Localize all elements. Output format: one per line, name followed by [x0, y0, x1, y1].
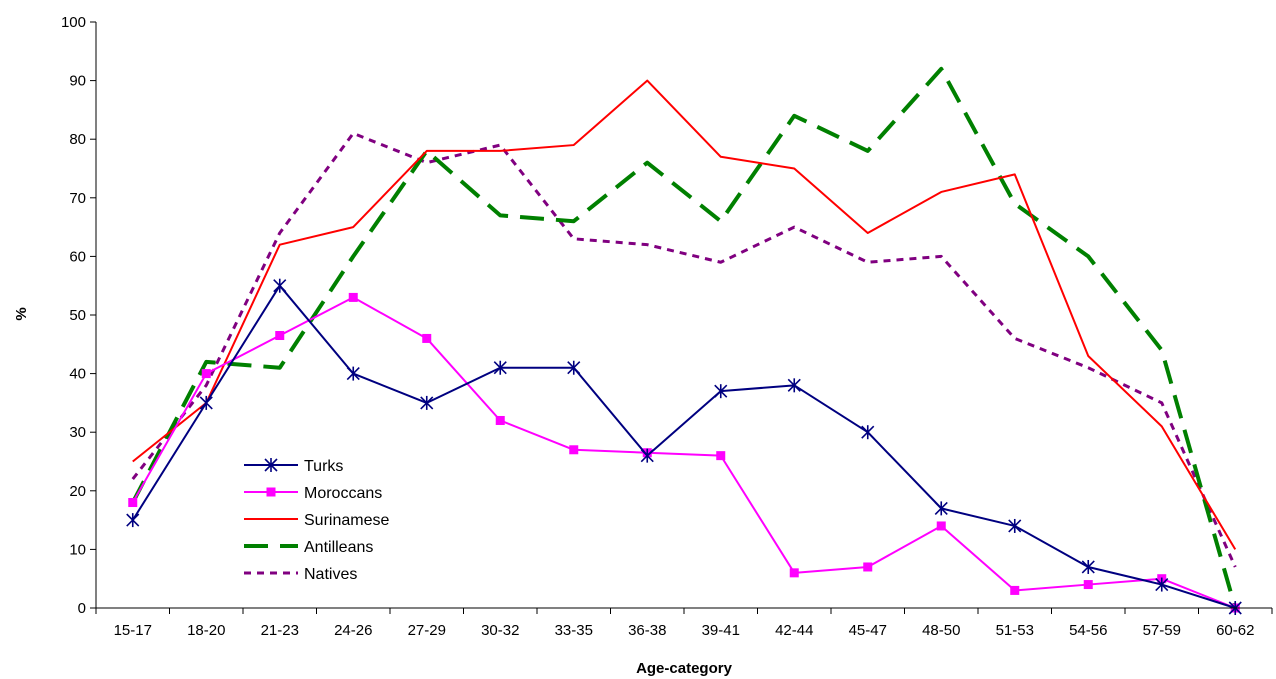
legend-label: Moroccans: [304, 485, 382, 502]
data-point-turks: [126, 513, 140, 528]
x-tick-label: 18-20: [187, 622, 225, 639]
x-tick-label: 54-56: [1069, 622, 1107, 639]
data-point-turks: [1155, 577, 1169, 592]
data-point-turks: [714, 384, 728, 399]
x-tick-label: 39-41: [702, 622, 740, 639]
x-tick-label: 51-53: [996, 622, 1034, 639]
data-point-turks: [273, 278, 287, 293]
data-point-moroccans: [422, 333, 432, 343]
x-tick-label: 45-47: [849, 622, 887, 639]
x-tick-label: 36-38: [628, 622, 666, 639]
legend-item-turks: Turks: [244, 458, 343, 475]
data-point-turks: [787, 378, 801, 393]
legend-item-surinamese: Surinamese: [244, 512, 389, 529]
legend-item-natives: Natives: [244, 566, 357, 583]
legend-item-moroccans: Moroccans: [244, 485, 382, 502]
y-tick-label: 10: [69, 541, 86, 558]
data-point-moroccans: [201, 369, 211, 379]
series-line-turks: [131, 284, 1236, 609]
y-tick-label: 20: [69, 483, 86, 500]
x-tick-label: 57-59: [1143, 622, 1181, 639]
legend-marker: [264, 458, 278, 472]
plot-area: [126, 66, 1242, 615]
data-point-turks: [420, 395, 434, 410]
x-tick-label: 60-62: [1216, 622, 1254, 639]
series-line-moroccans: [131, 296, 1236, 609]
x-tick-label: 33-35: [555, 622, 593, 639]
data-point-moroccans: [789, 568, 799, 578]
y-tick-label: 0: [78, 600, 86, 617]
x-tick-label: 21-23: [261, 622, 299, 639]
data-point-moroccans: [936, 521, 946, 531]
data-point-turks: [199, 395, 213, 410]
x-tick-label: 30-32: [481, 622, 519, 639]
data-point-turks: [934, 501, 948, 516]
legend-label: Surinamese: [304, 512, 389, 529]
data-point-moroccans: [128, 498, 138, 508]
data-point-turks: [1008, 518, 1022, 533]
x-tick-label: 27-29: [408, 622, 446, 639]
data-point-turks: [640, 448, 654, 463]
x-tick-label: 48-50: [922, 622, 960, 639]
data-point-moroccans: [1010, 585, 1020, 595]
x-axis-title: Age-category: [636, 660, 733, 677]
legend-marker: [266, 487, 276, 497]
series-line-surinamese: [132, 79, 1237, 550]
data-point-moroccans: [569, 445, 579, 455]
data-point-moroccans: [1083, 580, 1093, 590]
data-point-moroccans: [275, 331, 285, 341]
y-axis-title: %: [13, 307, 30, 320]
x-tick-label: 24-26: [334, 622, 372, 639]
data-point-turks: [493, 360, 507, 375]
series-antilleans: [130, 66, 1238, 609]
series-moroccans: [128, 292, 1240, 613]
x-axis-ticks: 15-17 18-20 21-23 24-26 27-29 30-32 33-35 36-38…: [95, 608, 1273, 639]
legend-label: Antilleans: [304, 539, 373, 556]
data-point-moroccans: [716, 451, 726, 461]
y-tick-label: 100: [61, 14, 86, 31]
series-line-natives: [131, 131, 1237, 568]
data-point-moroccans: [495, 415, 505, 425]
y-axis-ticks: 0 10 20 30 40 50 60 70 80 90 100: [61, 14, 96, 617]
y-tick-label: 40: [69, 366, 86, 383]
series-line-antilleans: [130, 66, 1238, 609]
data-point-turks: [346, 366, 360, 381]
legend-label: Turks: [304, 458, 343, 475]
series-layer: [126, 66, 1242, 615]
series-surinamese: [132, 79, 1237, 550]
data-point-turks: [567, 360, 581, 375]
y-tick-label: 50: [69, 307, 86, 324]
series-natives: [131, 131, 1237, 568]
data-point-turks: [1081, 559, 1095, 574]
data-point-moroccans: [348, 292, 358, 302]
legend-item-antilleans: Antilleans: [244, 539, 373, 556]
y-tick-label: 30: [69, 424, 86, 441]
legend-label: Natives: [304, 566, 357, 583]
y-tick-label: 90: [69, 73, 86, 90]
data-point-moroccans: [863, 562, 873, 572]
y-tick-label: 80: [69, 131, 86, 148]
y-tick-label: 70: [69, 190, 86, 207]
x-tick-label: 42-44: [775, 622, 813, 639]
data-point-turks: [861, 425, 875, 440]
legend: Turks Moroccans Surinamese Antilleans Native…: [244, 458, 389, 583]
x-tick-label: 15-17: [114, 622, 152, 639]
series-turks: [126, 278, 1242, 615]
y-tick-label: 60: [69, 248, 86, 265]
axes: 0 10 20 30 40 50 60 70 80 90 100 15-17 18-20 21-23 24…: [61, 14, 1273, 639]
